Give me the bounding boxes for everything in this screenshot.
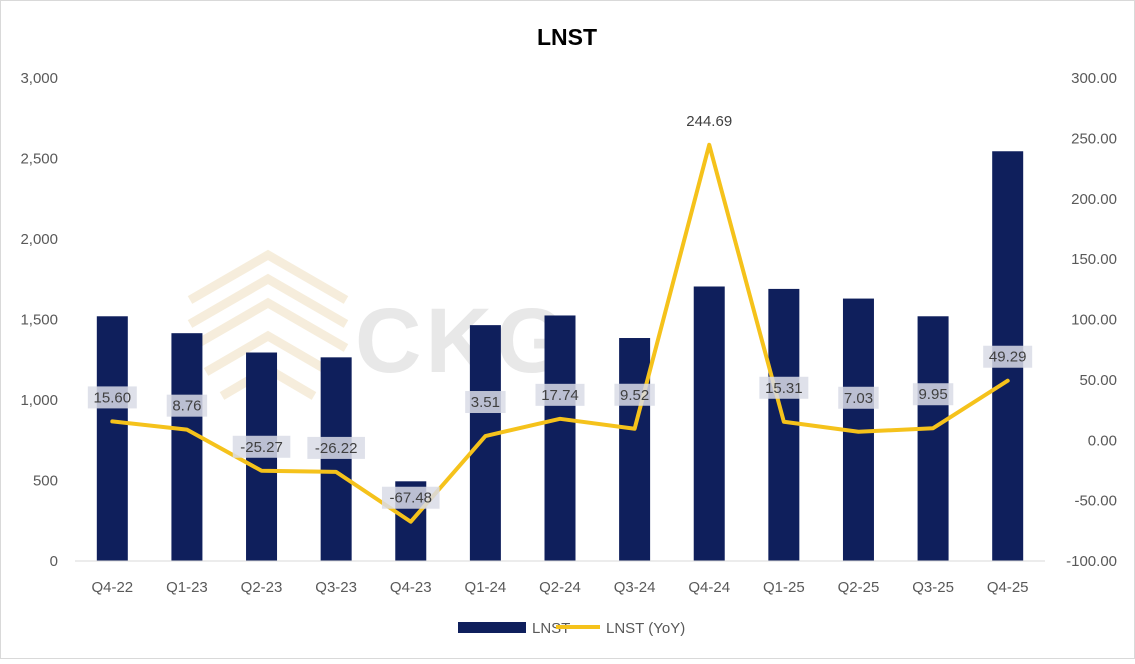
yoy-line <box>110 142 1010 524</box>
data-label-text: 9.95 <box>918 386 947 403</box>
right-axis: -100.00 -50.00 0.00 50.00 100.00 150.00 200.00… <box>1066 70 1117 570</box>
right-tick-label: 100.00 <box>1071 312 1117 329</box>
x-tick-label: Q4-23 <box>390 579 432 596</box>
data-label-bg <box>465 391 506 414</box>
left-tick-label: 2,500 <box>20 151 58 168</box>
bar <box>171 333 203 561</box>
data-label-bg <box>381 486 440 509</box>
x-tick-label: Q2-24 <box>539 579 581 596</box>
ckg-watermark-logo: CKG <box>187 249 571 400</box>
left-tick-label: 0 <box>50 553 58 570</box>
bar <box>693 286 725 561</box>
x-tick-label: Q2-25 <box>838 579 880 596</box>
data-label-text: 17.74 <box>541 387 579 404</box>
data-label-text: -67.48 <box>389 490 432 507</box>
chart-title: LNST <box>537 24 597 50</box>
legend-swatch-bar <box>458 622 526 633</box>
left-tick-label: 3,000 <box>20 70 58 87</box>
data-label-bg <box>838 386 879 409</box>
line-data-labels: 15.60 8.76 -25.27 -26.22 -67.48 3.51 17.74 9.52… <box>87 113 1033 509</box>
bar <box>96 316 128 561</box>
data-label: 8.76 <box>166 394 208 417</box>
left-tick-label: 2,000 <box>20 231 58 248</box>
bar <box>917 316 949 561</box>
data-label-text: -25.27 <box>240 439 283 456</box>
data-label-text: 7.03 <box>844 390 873 407</box>
x-tick-label: Q3-23 <box>315 579 357 596</box>
data-label: 15.31 <box>759 376 809 399</box>
x-axis: Q4-22 Q1-23 Q2-23 Q3-23 Q4-23 Q1-24 Q2-24 Q3-24… <box>91 579 1028 596</box>
data-label: 15.60 <box>87 386 137 409</box>
line-series <box>110 142 1010 524</box>
data-label-text: -26.22 <box>315 440 358 457</box>
data-label: 244.69 <box>686 113 732 130</box>
x-tick-label: Q1-23 <box>166 579 208 596</box>
bar <box>320 357 352 561</box>
legend: LNST LNST (YoY) <box>458 620 685 637</box>
x-tick-label: Q1-24 <box>465 579 507 596</box>
data-label-text: 49.29 <box>989 349 1027 366</box>
data-label-text: 8.76 <box>172 398 201 415</box>
x-tick-label: Q3-25 <box>912 579 954 596</box>
data-label-bg <box>614 383 655 406</box>
data-label-text: 15.60 <box>94 389 132 406</box>
data-label: 9.52 <box>614 383 655 406</box>
data-label-bg <box>307 436 365 459</box>
data-label: -67.48 <box>381 486 440 509</box>
x-tick-label: Q4-22 <box>91 579 133 596</box>
left-axis: 0 500 1,000 1,500 2,000 2,500 3,000 <box>20 70 58 570</box>
data-label: 3.51 <box>465 391 506 414</box>
right-tick-label: 50.00 <box>1079 372 1117 389</box>
right-tick-label: 250.00 <box>1071 130 1117 147</box>
data-label-text: 244.69 <box>686 113 732 130</box>
right-tick-label: -50.00 <box>1074 493 1117 510</box>
data-label: 49.29 <box>983 345 1033 368</box>
data-label-bg <box>87 386 137 409</box>
right-tick-label: 0.00 <box>1088 432 1117 449</box>
x-tick-label: Q2-23 <box>241 579 283 596</box>
bar <box>469 325 501 561</box>
data-label-text: 3.51 <box>471 394 500 411</box>
right-tick-label: 200.00 <box>1071 191 1117 208</box>
left-tick-label: 1,000 <box>20 392 58 409</box>
data-label: -25.27 <box>232 435 291 458</box>
right-tick-label: -100.00 <box>1066 553 1117 570</box>
legend-label-bar: LNST <box>532 620 570 637</box>
data-label: -26.22 <box>307 436 365 459</box>
data-label-bg <box>166 394 208 417</box>
data-label-bg <box>535 383 585 406</box>
left-tick-label: 500 <box>33 473 58 490</box>
data-label: 7.03 <box>838 386 879 409</box>
bar <box>544 315 576 561</box>
right-tick-label: 150.00 <box>1071 251 1117 268</box>
left-tick-label: 1,500 <box>20 312 58 329</box>
legend-label-line: LNST (YoY) <box>606 620 685 637</box>
data-label-bg <box>759 376 809 399</box>
x-tick-label: Q4-25 <box>987 579 1029 596</box>
right-tick-label: 300.00 <box>1071 70 1117 87</box>
data-label: 17.74 <box>535 383 585 406</box>
data-label-text: 15.31 <box>765 380 803 397</box>
data-label-bg <box>912 383 954 406</box>
data-label-text: 9.52 <box>620 387 649 404</box>
x-tick-label: Q3-24 <box>614 579 656 596</box>
data-label-bg <box>983 345 1033 368</box>
bar <box>619 338 651 561</box>
x-tick-label: Q1-25 <box>763 579 805 596</box>
watermark-text: CKG <box>355 290 571 392</box>
data-label: 9.95 <box>912 383 954 406</box>
x-tick-label: Q4-24 <box>688 579 730 596</box>
data-label-bg <box>232 435 291 458</box>
